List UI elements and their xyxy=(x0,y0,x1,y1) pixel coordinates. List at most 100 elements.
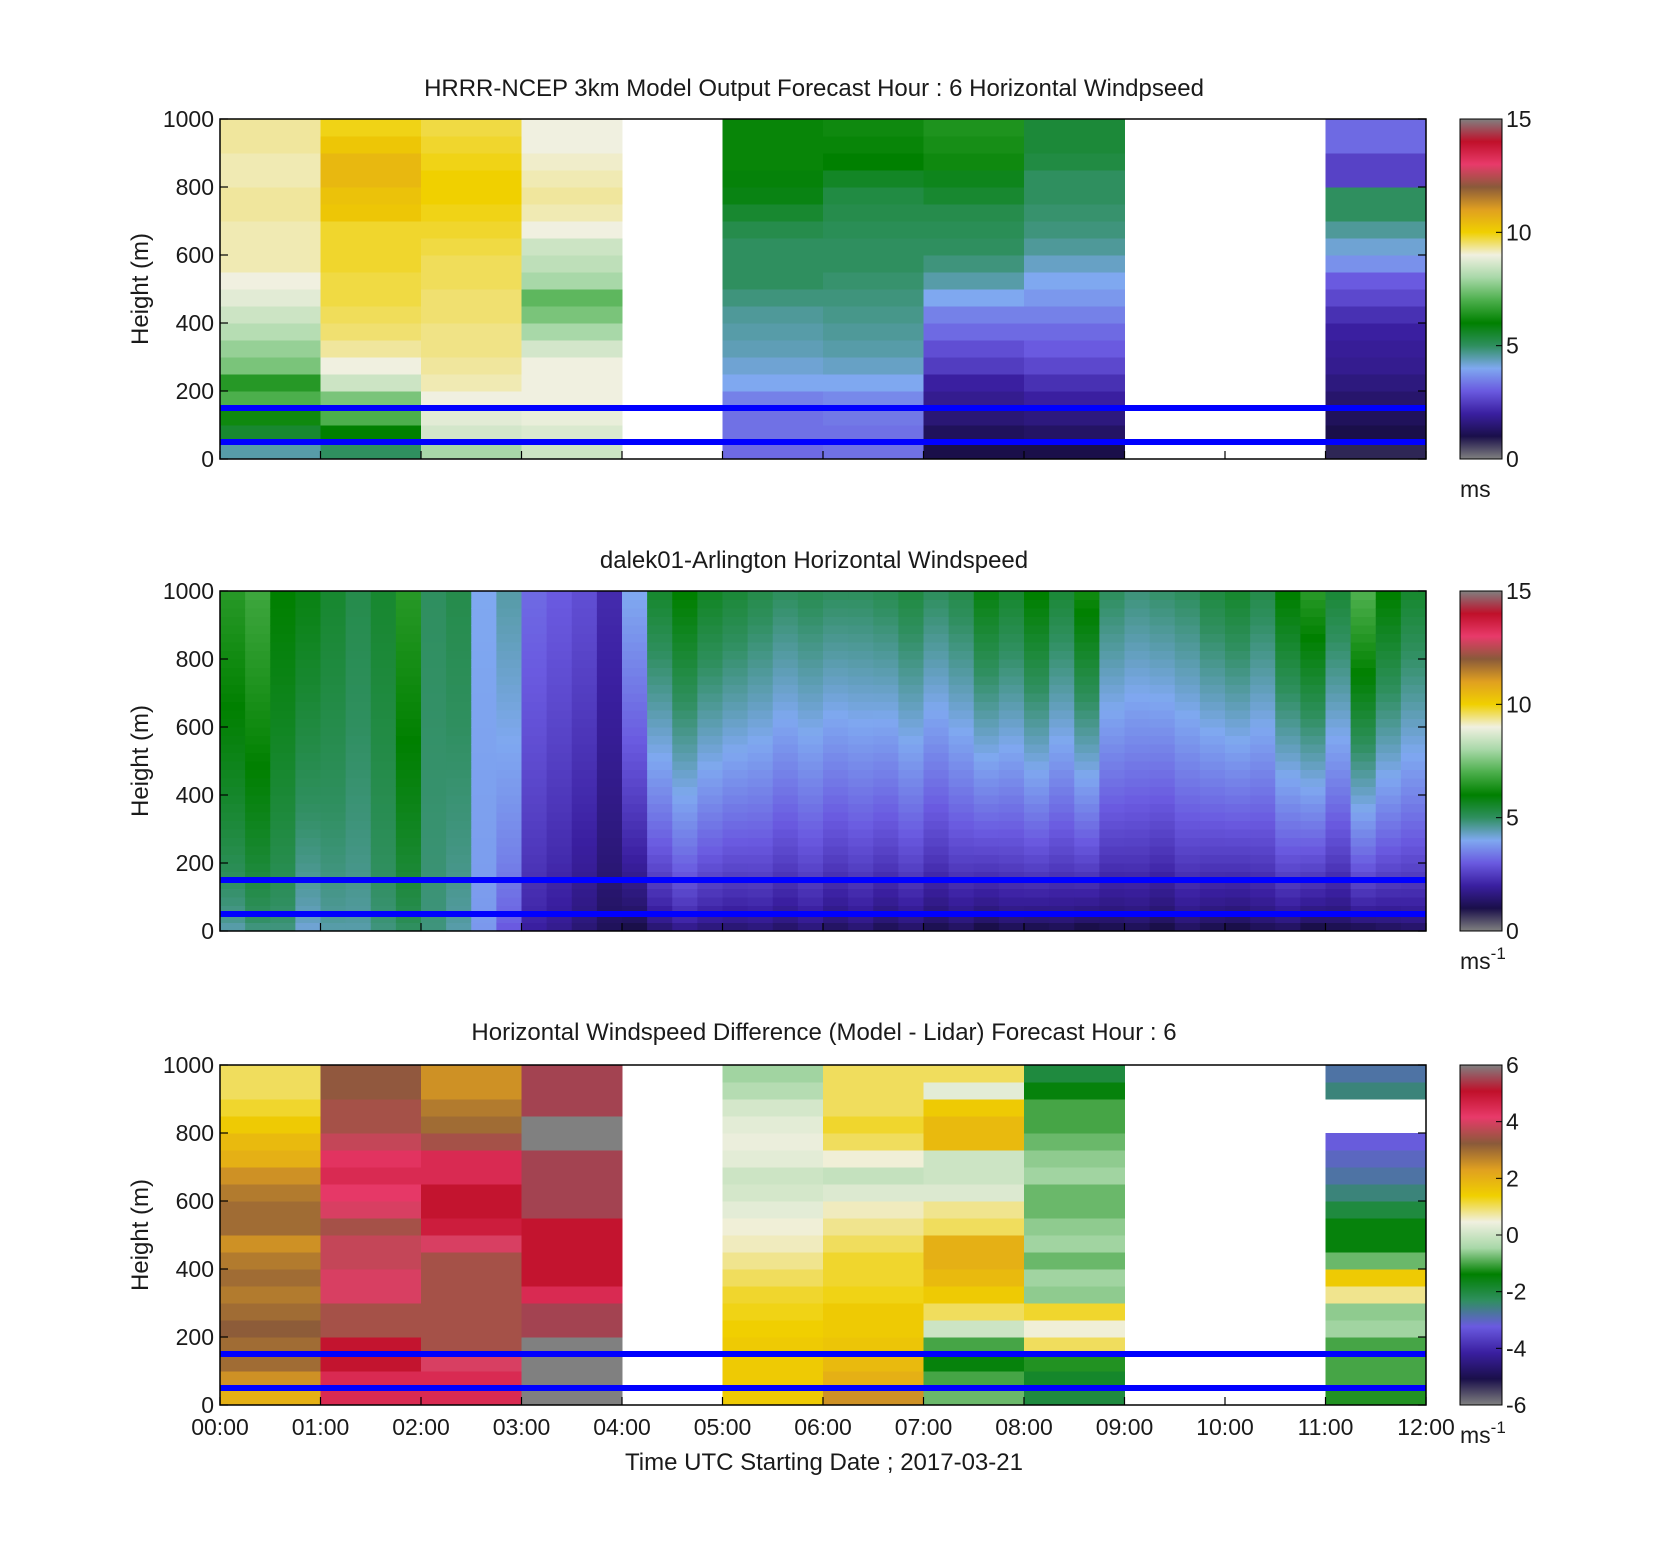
heatmap-cell xyxy=(270,650,296,660)
y-tick-label: 0 xyxy=(201,446,214,472)
heatmap-cell xyxy=(1199,795,1226,804)
heatmap-cell xyxy=(948,616,975,626)
heatmap-cell xyxy=(546,693,573,702)
heatmap-cell xyxy=(220,204,321,222)
heatmap-cell xyxy=(345,625,372,634)
heatmap-cell xyxy=(571,616,598,626)
heatmap-cell xyxy=(270,863,296,872)
heatmap-cell xyxy=(596,871,623,881)
heatmap-cell xyxy=(521,1150,623,1168)
heatmap-cell xyxy=(797,795,824,804)
heatmap-cell xyxy=(1225,854,1251,864)
heatmap-cell xyxy=(697,761,723,770)
heatmap-cell xyxy=(722,1320,824,1338)
heatmap-cell xyxy=(421,914,447,923)
heatmap-cell xyxy=(772,880,799,889)
heatmap-cell xyxy=(1149,727,1176,736)
heatmap-cell xyxy=(370,820,397,830)
heatmap-cell xyxy=(370,727,397,736)
heatmap-cell xyxy=(1124,880,1151,889)
heatmap-cell xyxy=(521,727,548,736)
heatmap-cell xyxy=(697,863,723,872)
y-tick-label: 1000 xyxy=(163,106,214,132)
heatmap-cell xyxy=(898,633,924,643)
heatmap-cell xyxy=(421,693,447,702)
heatmap-cell xyxy=(1275,812,1301,821)
heatmap-cell xyxy=(571,888,598,898)
heatmap-cell xyxy=(722,684,749,694)
heatmap-cell xyxy=(1250,905,1276,915)
heatmap-cell xyxy=(1325,204,1427,222)
heatmap-cell xyxy=(596,744,623,753)
x-tick-label: 03:00 xyxy=(493,1414,551,1440)
heatmap-cell xyxy=(647,752,673,762)
heatmap-cell xyxy=(647,625,673,634)
heatmap-cell xyxy=(395,752,422,762)
heatmap-cell xyxy=(245,650,271,660)
heatmap-cell xyxy=(421,306,522,324)
heatmap-cell xyxy=(395,599,422,609)
heatmap-cell xyxy=(471,659,497,668)
heatmap-cell xyxy=(923,1201,1025,1219)
heatmap-cell xyxy=(873,718,899,728)
heatmap-cell xyxy=(722,659,749,668)
heatmap-cell xyxy=(1325,769,1352,779)
heatmap-cell xyxy=(1400,676,1427,685)
heatmap-cell xyxy=(1300,888,1326,898)
heatmap-cell xyxy=(421,374,522,392)
heatmap-cell xyxy=(1300,744,1326,753)
heatmap-cell xyxy=(1225,718,1251,728)
heatmap-cell xyxy=(395,803,422,813)
heatmap-cell xyxy=(998,829,1025,838)
heatmap-cell xyxy=(722,1150,824,1168)
heatmap-cell xyxy=(722,1167,824,1185)
heatmap-cell xyxy=(1375,650,1402,660)
heatmap-cell xyxy=(295,786,321,796)
heatmap-cell xyxy=(1049,786,1075,796)
heatmap-cell xyxy=(1149,761,1176,770)
heatmap-cell xyxy=(546,854,573,864)
heatmap-cell xyxy=(772,676,799,685)
heatmap-cell xyxy=(1350,616,1377,626)
heatmap-cell xyxy=(496,633,522,643)
heatmap-cell xyxy=(395,625,422,634)
heatmap-cell xyxy=(471,752,497,762)
heatmap-cell xyxy=(1024,119,1125,137)
heatmap-cell xyxy=(1099,888,1125,898)
heatmap-cell xyxy=(1074,667,1100,677)
heatmap-cell xyxy=(496,608,522,617)
heatmap-cell xyxy=(320,1116,422,1134)
heatmap-cell xyxy=(772,871,799,881)
heatmap-cell xyxy=(345,812,372,821)
heatmap-cell xyxy=(823,1218,924,1236)
heatmap-cell xyxy=(1300,608,1326,617)
heatmap-cell xyxy=(697,769,723,779)
heatmap-cell xyxy=(1174,701,1201,711)
heatmap-cell xyxy=(245,846,271,855)
heatmap-cell xyxy=(471,676,497,685)
heatmap-cell xyxy=(245,667,271,677)
heatmap-cell xyxy=(1350,735,1377,745)
heatmap-cell xyxy=(220,591,246,600)
heatmap-cell xyxy=(421,854,447,864)
heatmap-cell xyxy=(697,727,723,736)
heatmap-cell xyxy=(1300,650,1326,660)
heatmap-cell xyxy=(1199,727,1226,736)
heatmap-cell xyxy=(1325,1150,1427,1168)
heatmap-cell xyxy=(1074,778,1100,787)
heatmap-cell xyxy=(948,871,975,881)
heatmap-cell xyxy=(446,752,472,762)
heatmap-cell xyxy=(571,676,598,685)
heatmap-cell xyxy=(772,812,799,821)
heatmap-cell xyxy=(446,608,472,617)
x-axis-label: Time UTC Starting Date ; 2017-03-21 xyxy=(625,1449,1023,1476)
heatmap-cell xyxy=(1024,289,1125,307)
heatmap-cell xyxy=(1199,786,1226,796)
heatmap-cell xyxy=(973,812,1000,821)
heatmap-cell xyxy=(923,1269,1025,1287)
heatmap-cell xyxy=(1375,769,1402,779)
heatmap-cell xyxy=(1049,778,1075,787)
heatmap-cell xyxy=(647,701,673,711)
heatmap-cell xyxy=(797,829,824,838)
heatmap-cell xyxy=(1325,752,1352,762)
